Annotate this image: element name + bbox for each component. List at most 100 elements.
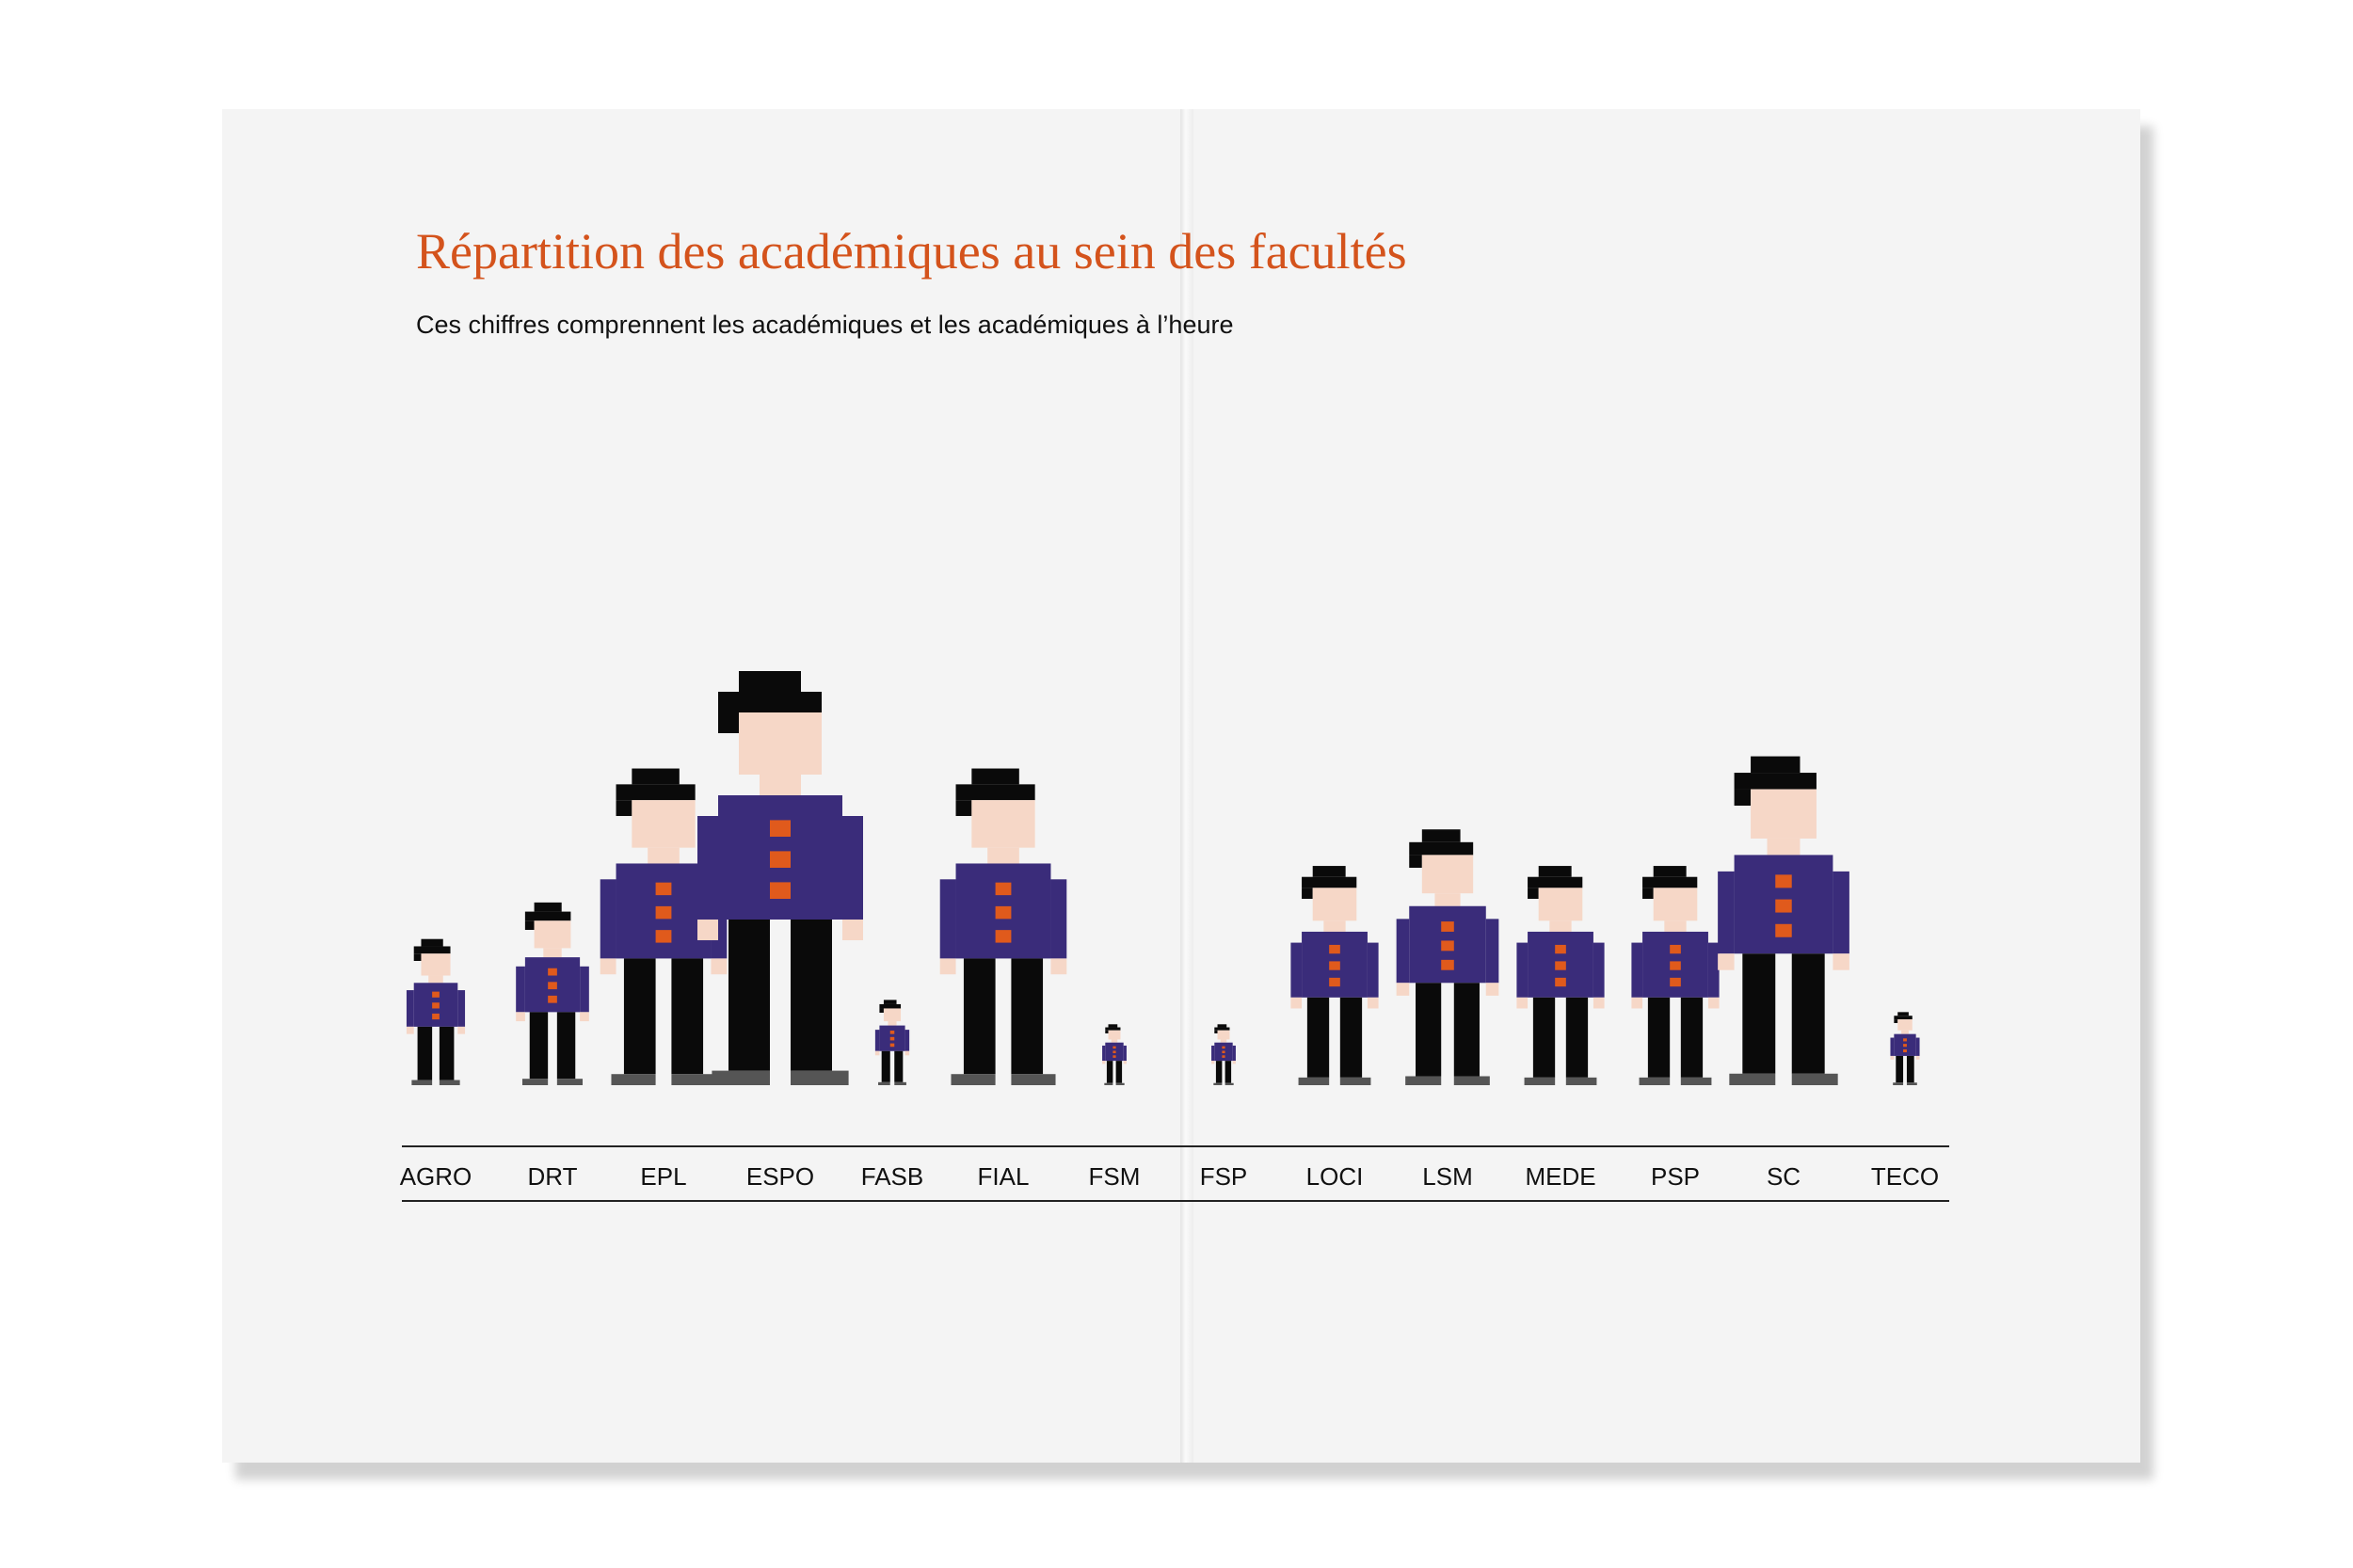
figure-button xyxy=(995,882,1012,896)
figure-left-leg xyxy=(1416,983,1442,1077)
figure-button xyxy=(432,1013,440,1020)
figure-right-arm xyxy=(457,990,466,1027)
figure-right-leg xyxy=(1906,1055,1914,1083)
category-label-epl: EPL xyxy=(640,1162,686,1191)
book-gutter xyxy=(1180,109,1193,1463)
category-label-psp: PSP xyxy=(1651,1162,1700,1191)
figure-left-leg xyxy=(963,958,996,1075)
figure-face xyxy=(1312,888,1357,921)
figure-button xyxy=(1670,944,1681,954)
figure-left-leg xyxy=(529,1012,549,1080)
figure-left-arm xyxy=(1718,871,1735,954)
figure-right-leg xyxy=(1225,1061,1232,1083)
right-page xyxy=(1193,109,2140,1463)
figure-right-hand xyxy=(1232,1061,1236,1064)
figure-hair xyxy=(718,692,822,712)
figure-right-arm xyxy=(1593,942,1605,998)
figure-hair xyxy=(1894,1016,1913,1020)
figure-right-shoe xyxy=(1791,1073,1838,1085)
figure-button xyxy=(1112,1050,1116,1054)
figure-left-hand xyxy=(1396,983,1410,996)
figure-hair xyxy=(1214,1030,1218,1033)
figure-right-arm xyxy=(1833,871,1849,954)
figure-left-arm xyxy=(406,990,414,1027)
figure-button xyxy=(432,991,440,998)
figure-button xyxy=(889,1036,895,1041)
category-label-espo: ESPO xyxy=(746,1162,814,1191)
figure-button xyxy=(1775,923,1792,937)
figure-right-shoe xyxy=(1115,1082,1125,1085)
figure-button xyxy=(1441,959,1454,970)
figure-left-hand xyxy=(1516,997,1529,1009)
figure-hair xyxy=(883,1000,897,1004)
figure-face xyxy=(534,920,571,949)
figure-right-arm xyxy=(1485,919,1499,984)
figure-button xyxy=(889,1043,895,1048)
figure-hair xyxy=(1751,756,1801,774)
figure-button xyxy=(1903,1048,1907,1053)
figure-button xyxy=(995,930,1012,943)
figure-button xyxy=(770,820,791,837)
figure-left-shoe xyxy=(1298,1077,1330,1085)
figure-right-leg xyxy=(1339,997,1363,1078)
figure-right-shoe xyxy=(671,1074,716,1085)
figure-left-leg xyxy=(1106,1061,1113,1083)
figure-left-hand xyxy=(874,1050,880,1056)
figure-psp xyxy=(1631,866,1720,1085)
figure-button xyxy=(1112,1055,1116,1058)
figure-face xyxy=(1217,1030,1230,1040)
figure-right-shoe xyxy=(1680,1077,1712,1085)
figure-button xyxy=(548,995,557,1003)
figure-right-hand xyxy=(580,1012,589,1022)
figure-teco xyxy=(1890,1012,1920,1085)
figure-hair xyxy=(1642,876,1698,888)
figure-face xyxy=(883,1008,902,1022)
figure-neck xyxy=(1111,1039,1118,1043)
figure-right-hand xyxy=(842,920,863,940)
figure-right-hand xyxy=(711,958,728,975)
chart-title: Répartition des académiques au sein des … xyxy=(416,223,1407,280)
figure-left-arm xyxy=(1516,942,1529,998)
figure-left-shoe xyxy=(1213,1082,1223,1085)
figure-hair xyxy=(534,902,562,912)
figure-right-arm xyxy=(1232,1045,1236,1062)
figure-right-leg xyxy=(556,1012,576,1080)
figure-right-arm xyxy=(1050,879,1067,959)
category-label-mede: MEDE xyxy=(1525,1162,1595,1191)
figure-hair xyxy=(955,800,972,816)
figure-button xyxy=(770,882,791,899)
figure-hair xyxy=(413,946,451,954)
category-label-agro: AGRO xyxy=(400,1162,472,1191)
figure-button xyxy=(1112,1046,1116,1049)
figure-hair xyxy=(524,911,571,921)
figure-hair xyxy=(1217,1024,1227,1028)
figure-neck xyxy=(1549,920,1572,932)
figure-left-shoe xyxy=(878,1081,890,1085)
chart-subtitle: Ces chiffres comprennent les académiques… xyxy=(416,311,1234,339)
figure-hair xyxy=(1108,1024,1118,1028)
figure-face xyxy=(632,800,696,848)
figure-fsp xyxy=(1211,1024,1236,1085)
figure-right-arm xyxy=(1707,942,1720,998)
figure-hair xyxy=(739,671,801,692)
figure-button xyxy=(1329,944,1340,954)
figure-neck xyxy=(648,847,680,864)
figure-left-arm xyxy=(697,816,718,920)
category-label-fial: FIAL xyxy=(978,1162,1030,1191)
figure-left-arm xyxy=(874,1030,880,1051)
figure-hair xyxy=(616,784,696,801)
figure-neck xyxy=(1323,920,1346,932)
figure-fasb xyxy=(874,1000,910,1085)
figure-left-hand xyxy=(1890,1055,1895,1060)
figure-left-leg xyxy=(1896,1055,1904,1083)
figure-right-leg xyxy=(791,920,832,1071)
figure-button xyxy=(1903,1038,1907,1042)
figure-right-hand xyxy=(1915,1055,1920,1060)
figure-button xyxy=(548,968,557,976)
figure-button xyxy=(770,851,791,868)
figure-face xyxy=(1653,888,1698,921)
figure-left-hand xyxy=(1631,997,1643,1009)
figure-left-leg xyxy=(1215,1061,1223,1083)
figure-button xyxy=(655,882,672,896)
category-label-loci: LOCI xyxy=(1306,1162,1364,1191)
